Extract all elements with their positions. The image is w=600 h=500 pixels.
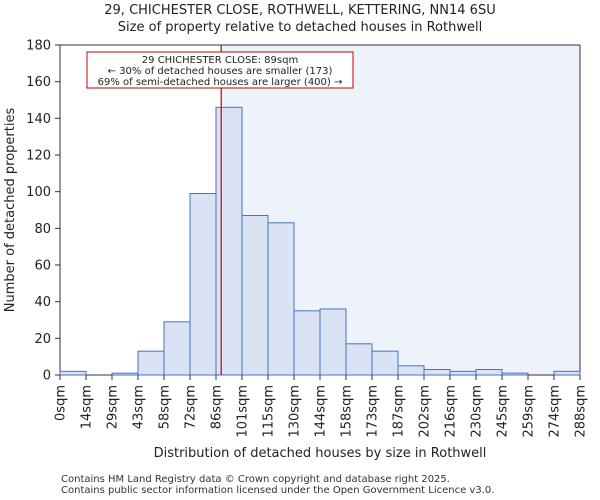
- y-tick-label: 20: [34, 332, 51, 347]
- histogram-bar: [345, 343, 373, 376]
- x-tick-label: 274sqm: [548, 385, 563, 438]
- histogram-bar: [319, 308, 347, 376]
- y-tick-label: 160: [26, 75, 51, 90]
- x-tick-label: 202sqm: [418, 385, 433, 438]
- x-tick-label: 72sqm: [184, 385, 199, 429]
- x-tick-label: 43sqm: [132, 385, 147, 429]
- histogram-bar: [475, 369, 503, 376]
- histogram-bar: [449, 370, 477, 376]
- x-tick-label: 14sqm: [80, 385, 95, 429]
- annotation-line-2: ← 30% of detached houses are smaller (17…: [108, 66, 333, 77]
- histogram-bar: [371, 350, 399, 376]
- x-tick-label: 187sqm: [392, 385, 407, 438]
- histogram-bar: [423, 369, 451, 376]
- histogram-bar: [501, 372, 529, 376]
- y-tick-label: 120: [26, 149, 51, 164]
- x-tick-label: 130sqm: [288, 385, 303, 438]
- x-tick-label: 101sqm: [236, 385, 251, 438]
- y-axis-label: Number of detached properties: [3, 108, 18, 313]
- y-tick-label: 80: [34, 222, 51, 237]
- histogram-bar: [163, 321, 191, 376]
- y-tick-label: 100: [26, 185, 51, 200]
- chart-title: 29, CHICHESTER CLOSE, ROTHWELL, KETTERIN…: [104, 3, 496, 18]
- histogram-bar: [111, 372, 139, 376]
- histogram-bar: [215, 106, 243, 376]
- x-tick-label: 144sqm: [314, 385, 329, 438]
- x-tick-label: 58sqm: [158, 385, 173, 429]
- y-tick-label: 140: [26, 112, 51, 127]
- histogram-bar: [59, 370, 87, 376]
- annotation-box: [86, 51, 354, 89]
- histogram-bar: [553, 370, 581, 376]
- histogram-bar: [137, 350, 165, 376]
- y-tick-label: 60: [34, 259, 51, 274]
- footer-line-2: Contains public sector information licen…: [61, 485, 495, 496]
- x-tick-label: 259sqm: [522, 385, 537, 438]
- footer-line-1: Contains HM Land Registry data © Crown c…: [61, 474, 450, 485]
- x-tick-label: 216sqm: [444, 385, 459, 438]
- x-tick-label: 115sqm: [262, 385, 277, 438]
- x-tick-label: 0sqm: [54, 385, 69, 421]
- annotation-line-1: 29 CHICHESTER CLOSE: 89sqm: [142, 55, 298, 66]
- x-tick-label: 173sqm: [366, 385, 381, 438]
- histogram-bar: [293, 310, 321, 376]
- annotation-line-3: 69% of semi-detached houses are larger (…: [98, 77, 343, 88]
- y-tick-label: 180: [26, 39, 51, 54]
- x-tick-label: 29sqm: [106, 385, 121, 429]
- x-tick-label: 86sqm: [210, 385, 225, 429]
- y-tick-label: 40: [34, 295, 51, 310]
- histogram-bar: [241, 215, 269, 376]
- chart-subtitle: Size of property relative to detached ho…: [117, 20, 483, 35]
- histogram-bar: [397, 365, 425, 376]
- histogram-bar: [267, 222, 295, 376]
- x-axis-label: Distribution of detached houses by size …: [154, 446, 487, 461]
- x-tick-label: 230sqm: [470, 385, 485, 438]
- x-tick-label: 288sqm: [574, 385, 589, 438]
- x-tick-label: 245sqm: [496, 385, 511, 438]
- y-tick-label: 0: [43, 369, 51, 384]
- histogram-bar: [189, 193, 217, 376]
- x-tick-label: 158sqm: [340, 385, 355, 438]
